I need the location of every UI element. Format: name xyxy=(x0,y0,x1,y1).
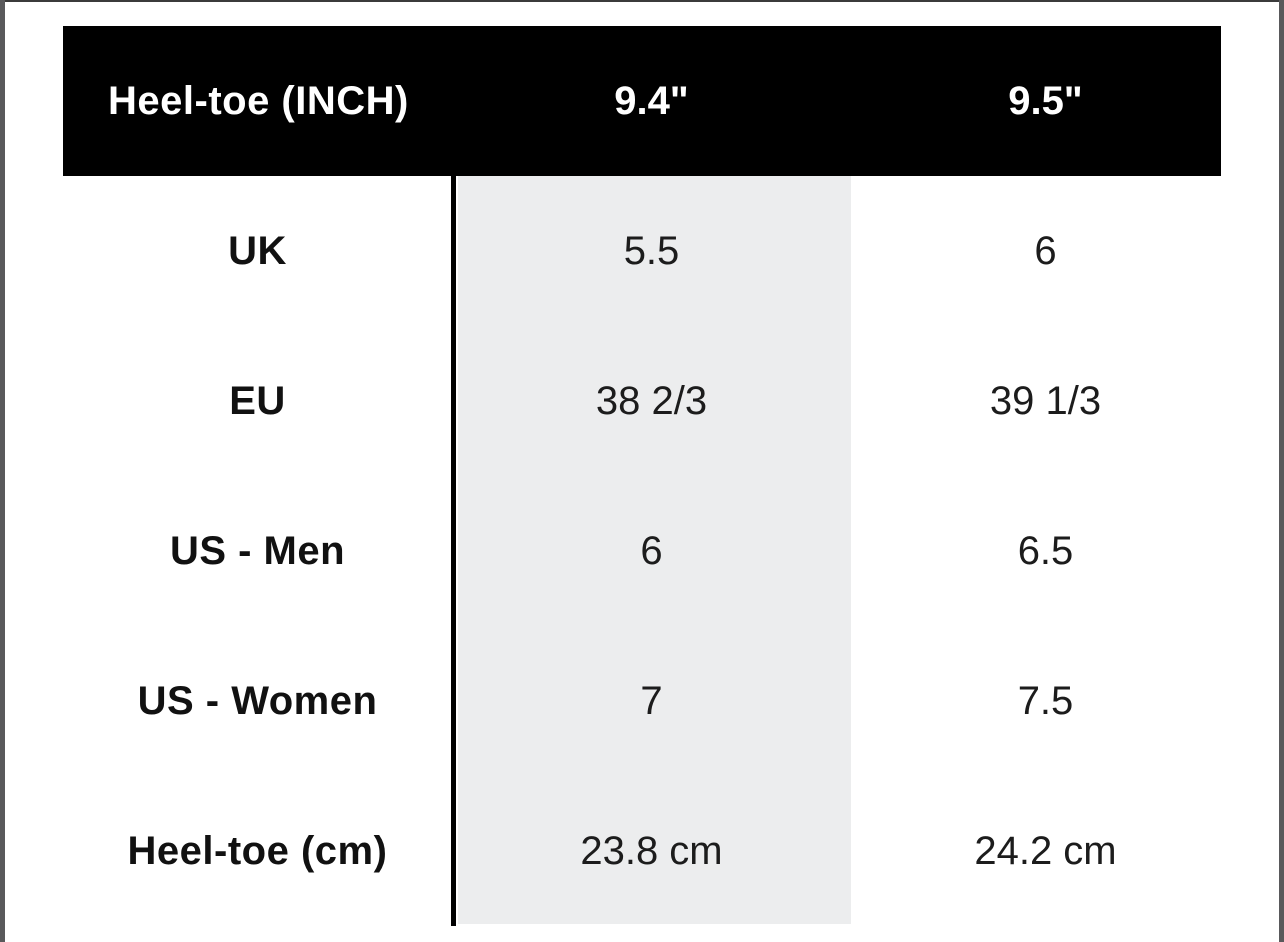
row-value-col2[interactable]: 6.5 xyxy=(1017,529,1074,573)
header-size-column-2[interactable]: 9.5" xyxy=(1008,79,1083,123)
row-value-col2[interactable]: 39 1/3 xyxy=(989,379,1102,423)
size-chart-header: Heel-toe (INCH) 9.4" 9.5" xyxy=(63,26,1221,176)
row-value-col1[interactable]: 6 xyxy=(640,529,663,573)
row-label: Heel-toe (cm) xyxy=(127,829,388,873)
table-row: EU 38 2/3 39 1/3 xyxy=(63,326,1240,476)
column-divider-line xyxy=(451,176,456,926)
table-row: UK 5.5 6 xyxy=(63,176,1240,326)
row-value-col1[interactable]: 5.5 xyxy=(623,229,680,273)
selected-column-highlight xyxy=(458,176,851,924)
table-row: US - Men 6 6.5 xyxy=(63,476,1240,626)
top-border-line xyxy=(0,0,1284,2)
row-value-col1[interactable]: 38 2/3 xyxy=(595,379,708,423)
row-value-col1[interactable]: 7 xyxy=(640,679,663,723)
row-value-col1[interactable]: 23.8 cm xyxy=(580,829,723,873)
left-frame-edge xyxy=(0,0,5,942)
header-measure-label: Heel-toe (INCH) xyxy=(108,79,409,123)
row-label: UK xyxy=(228,229,287,273)
row-label: EU xyxy=(229,379,286,423)
row-value-col2[interactable]: 6 xyxy=(1034,229,1057,273)
row-value-col2[interactable]: 24.2 cm xyxy=(974,829,1117,873)
right-frame-edge xyxy=(1279,0,1284,942)
row-label: US - Women xyxy=(137,679,378,723)
header-size-column-1[interactable]: 9.4" xyxy=(614,79,689,123)
table-row: US - Women 7 7.5 xyxy=(63,626,1240,776)
table-row: Heel-toe (cm) 23.8 cm 24.2 cm xyxy=(63,776,1240,926)
row-label: US - Men xyxy=(169,529,346,573)
row-value-col2[interactable]: 7.5 xyxy=(1017,679,1074,723)
